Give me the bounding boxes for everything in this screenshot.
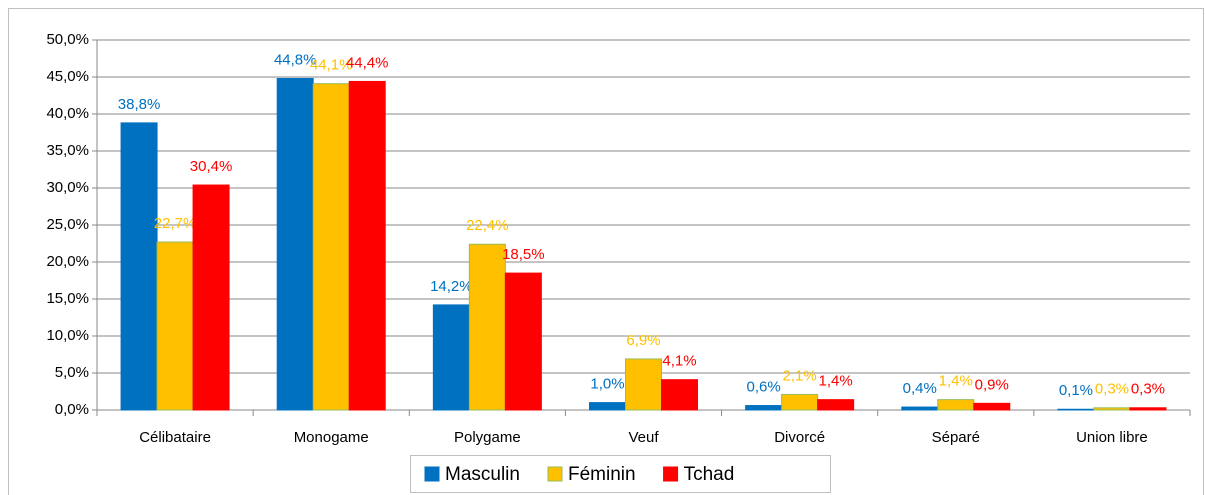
- data-label: 38,8%: [118, 96, 161, 113]
- x-tick-label: Séparé: [932, 429, 980, 446]
- bar: [781, 393, 819, 411]
- data-label: 0,1%: [1059, 382, 1093, 399]
- bar: [312, 83, 350, 411]
- y-tick-label: 50,0%: [46, 31, 89, 48]
- bar: [901, 406, 939, 411]
- data-label: 0,3%: [1095, 381, 1129, 398]
- bar: [589, 402, 626, 411]
- bar: [504, 272, 542, 411]
- x-tick-label: Célibataire: [139, 429, 211, 446]
- data-label: 0,3%: [1131, 381, 1165, 398]
- y-tick-label: 30,0%: [46, 179, 89, 196]
- bar: [625, 358, 662, 411]
- legend-label: Masculin: [445, 464, 520, 485]
- bar: [156, 241, 194, 411]
- data-label: 4,1%: [662, 353, 696, 370]
- bar: [432, 304, 470, 411]
- data-label: 1,0%: [590, 376, 624, 393]
- y-tick-label: 20,0%: [46, 253, 89, 270]
- legend-label: Tchad: [684, 464, 735, 485]
- data-label: 0,4%: [903, 380, 937, 397]
- bar: [937, 399, 975, 411]
- data-label: 14,2%: [430, 278, 473, 295]
- x-tick-label: Veuf: [628, 429, 659, 446]
- data-label: 6,9%: [626, 332, 660, 349]
- x-tick-label: Polygame: [454, 429, 521, 446]
- y-tick-label: 5,0%: [55, 364, 89, 381]
- bar: [1057, 408, 1095, 411]
- bar: [1093, 407, 1131, 411]
- y-tick-label: 15,0%: [46, 290, 89, 307]
- data-label: 2,1%: [783, 367, 817, 384]
- legend-box: [410, 455, 831, 493]
- data-label: 22,4%: [466, 217, 509, 234]
- data-label: 44,8%: [274, 51, 317, 68]
- x-tick-label: Divorcé: [774, 429, 825, 446]
- legend-swatch: [663, 466, 679, 482]
- legend-label: Féminin: [568, 464, 636, 485]
- bar: [120, 122, 158, 411]
- legend-swatch: [424, 466, 440, 482]
- data-label: 44,4%: [346, 54, 389, 71]
- bar: [745, 405, 783, 411]
- bar: [468, 243, 506, 411]
- data-label: 1,4%: [939, 373, 973, 390]
- data-label: 18,5%: [502, 246, 545, 263]
- legend-swatch: [547, 466, 563, 482]
- y-tick-label: 40,0%: [46, 105, 89, 122]
- y-tick-label: 35,0%: [46, 142, 89, 159]
- bar: [1129, 407, 1167, 411]
- y-tick-label: 0,0%: [55, 401, 89, 418]
- bar: [817, 399, 855, 411]
- data-label: 44,1%: [310, 57, 353, 74]
- y-tick-label: 25,0%: [46, 216, 89, 233]
- data-label: 22,7%: [154, 215, 197, 232]
- data-label: 1,4%: [819, 373, 853, 390]
- bar: [276, 77, 314, 411]
- y-tick-label: 10,0%: [46, 327, 89, 344]
- data-label: 0,9%: [975, 376, 1009, 393]
- y-tick-label: 45,0%: [46, 68, 89, 85]
- data-label: 0,6%: [747, 379, 781, 396]
- bar: [348, 80, 386, 411]
- bar: [973, 402, 1011, 411]
- data-label: 30,4%: [190, 158, 233, 175]
- bar: [192, 184, 230, 411]
- bar: [661, 379, 698, 411]
- x-tick-label: Monogame: [294, 429, 369, 446]
- x-tick-label: Union libre: [1076, 429, 1148, 446]
